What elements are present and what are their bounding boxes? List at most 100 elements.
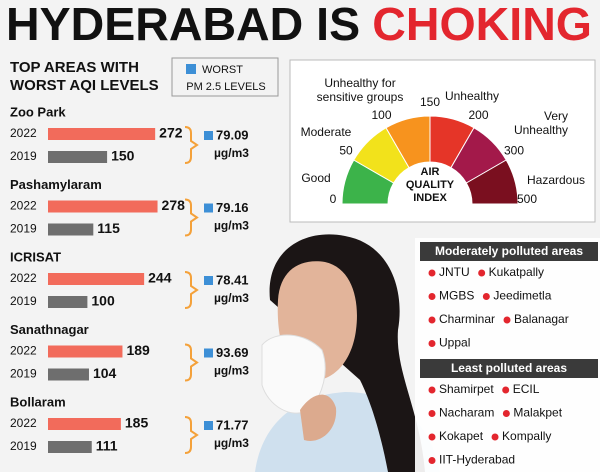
hand	[300, 394, 337, 441]
bar	[48, 296, 88, 308]
area-item: Shamirpet	[439, 382, 494, 396]
bar-value: 272	[159, 125, 183, 141]
gauge-center-label: AIR	[421, 166, 440, 178]
area-item: Malakpet	[513, 406, 562, 420]
list-bullet	[502, 386, 510, 394]
year-label: 2019	[10, 222, 37, 236]
legend-swatch	[186, 64, 196, 74]
bracket	[184, 271, 199, 309]
list-bullet	[428, 293, 436, 300]
legend-text: WORST	[202, 64, 243, 76]
legend-text: PM 2.5 LEVELS	[186, 81, 266, 93]
bar-value: 100	[91, 293, 115, 309]
bar	[48, 418, 121, 430]
area-item: JNTU	[439, 265, 470, 279]
area-item: Balanagar	[514, 312, 569, 326]
person-illustration	[255, 234, 440, 472]
pm-swatch	[204, 348, 213, 358]
bracket	[184, 343, 199, 382]
pm-value: 79.16	[216, 200, 249, 215]
list-bullet	[428, 410, 436, 417]
list-header: Moderately polluted areas	[435, 244, 583, 258]
band-label: Unhealthy	[445, 89, 499, 103]
bracket	[184, 198, 199, 237]
area-name: Bollaram	[10, 394, 66, 409]
area-item: Charminar	[439, 312, 495, 326]
gauge-center-label: QUALITY	[406, 179, 455, 191]
bar	[48, 223, 94, 236]
headline-part: HYDERABAD IS	[6, 0, 360, 50]
bar-value: 150	[111, 148, 135, 164]
area-item: Kompally	[502, 429, 551, 443]
pm-unit: µg/m3	[214, 364, 249, 378]
list-bullet	[482, 293, 490, 300]
legend-box	[171, 57, 279, 97]
headline-part: CHOKING	[372, 0, 592, 50]
list-bullet	[428, 386, 436, 394]
gauge-band	[465, 159, 519, 205]
band-label: Unhealthy for	[324, 76, 395, 90]
gauge-tick-label: 50	[339, 144, 353, 158]
area-item: ECIL	[513, 382, 540, 396]
band-label: Hazardous	[527, 173, 585, 187]
year-label: 2022	[10, 416, 37, 430]
bar	[48, 200, 158, 213]
list-bullet	[502, 410, 510, 417]
list-header: Least polluted areas	[451, 361, 567, 375]
year-label: 2019	[10, 439, 37, 453]
bar	[48, 273, 145, 285]
year-label: 2022	[10, 126, 37, 140]
list-bullet	[478, 269, 486, 277]
list-bullet	[503, 316, 511, 324]
year-label: 2022	[10, 344, 37, 358]
bar-value: 111	[96, 438, 118, 454]
gauge-center-label: INDEX	[413, 192, 447, 204]
list-bullet	[428, 457, 436, 464]
area-item: Nacharam	[439, 406, 494, 420]
area-name: Pashamylaram	[10, 177, 102, 192]
bracket	[184, 416, 199, 454]
gauge-tick-label: 100	[371, 108, 391, 122]
area-item: Kukatpally	[489, 265, 544, 279]
bar	[48, 128, 156, 140]
area-name: ICRISAT	[10, 249, 61, 264]
subtitle: WORST AQI LEVELS	[10, 77, 159, 94]
pm-value: 78.41	[216, 272, 249, 287]
bar-value: 104	[93, 365, 117, 381]
pm-swatch	[204, 276, 213, 285]
area-item: IIT-Hyderabad	[439, 453, 515, 467]
band-label: Unhealthy	[514, 123, 568, 137]
list-header-bg	[420, 242, 598, 261]
bar-value: 115	[97, 220, 120, 236]
list-bullet	[428, 433, 436, 441]
list-bullet	[491, 433, 499, 441]
band-label: Good	[301, 171, 330, 185]
bar	[48, 345, 123, 358]
areas-panel	[415, 238, 600, 472]
list-bullet	[428, 269, 436, 277]
pm-value: 71.77	[216, 417, 249, 432]
list-bullet	[428, 316, 436, 324]
pm-swatch	[204, 203, 213, 213]
gauge-tick-label: 300	[504, 144, 524, 158]
gauge-tick-label: 500	[517, 192, 537, 206]
pm-unit: µg/m3	[214, 146, 249, 160]
band-label: Moderate	[301, 125, 352, 139]
pm-unit: µg/m3	[214, 436, 249, 450]
bar	[48, 368, 89, 381]
pm-unit: µg/m3	[214, 291, 249, 305]
pm-swatch	[204, 131, 213, 140]
bar-value: 244	[148, 270, 172, 286]
headline: HYDERABAD IS CHOKING	[6, 0, 592, 50]
year-label: 2019	[10, 294, 37, 308]
year-label: 2022	[10, 271, 37, 285]
pm-unit: µg/m3	[214, 219, 249, 233]
area-item: Kokapet	[439, 429, 484, 443]
year-label: 2019	[10, 367, 37, 381]
bar	[48, 151, 108, 163]
bar-value: 189	[126, 342, 150, 358]
bar	[48, 441, 92, 453]
bar-value: 278	[162, 197, 186, 213]
gauge-tick-label: 150	[420, 95, 440, 109]
